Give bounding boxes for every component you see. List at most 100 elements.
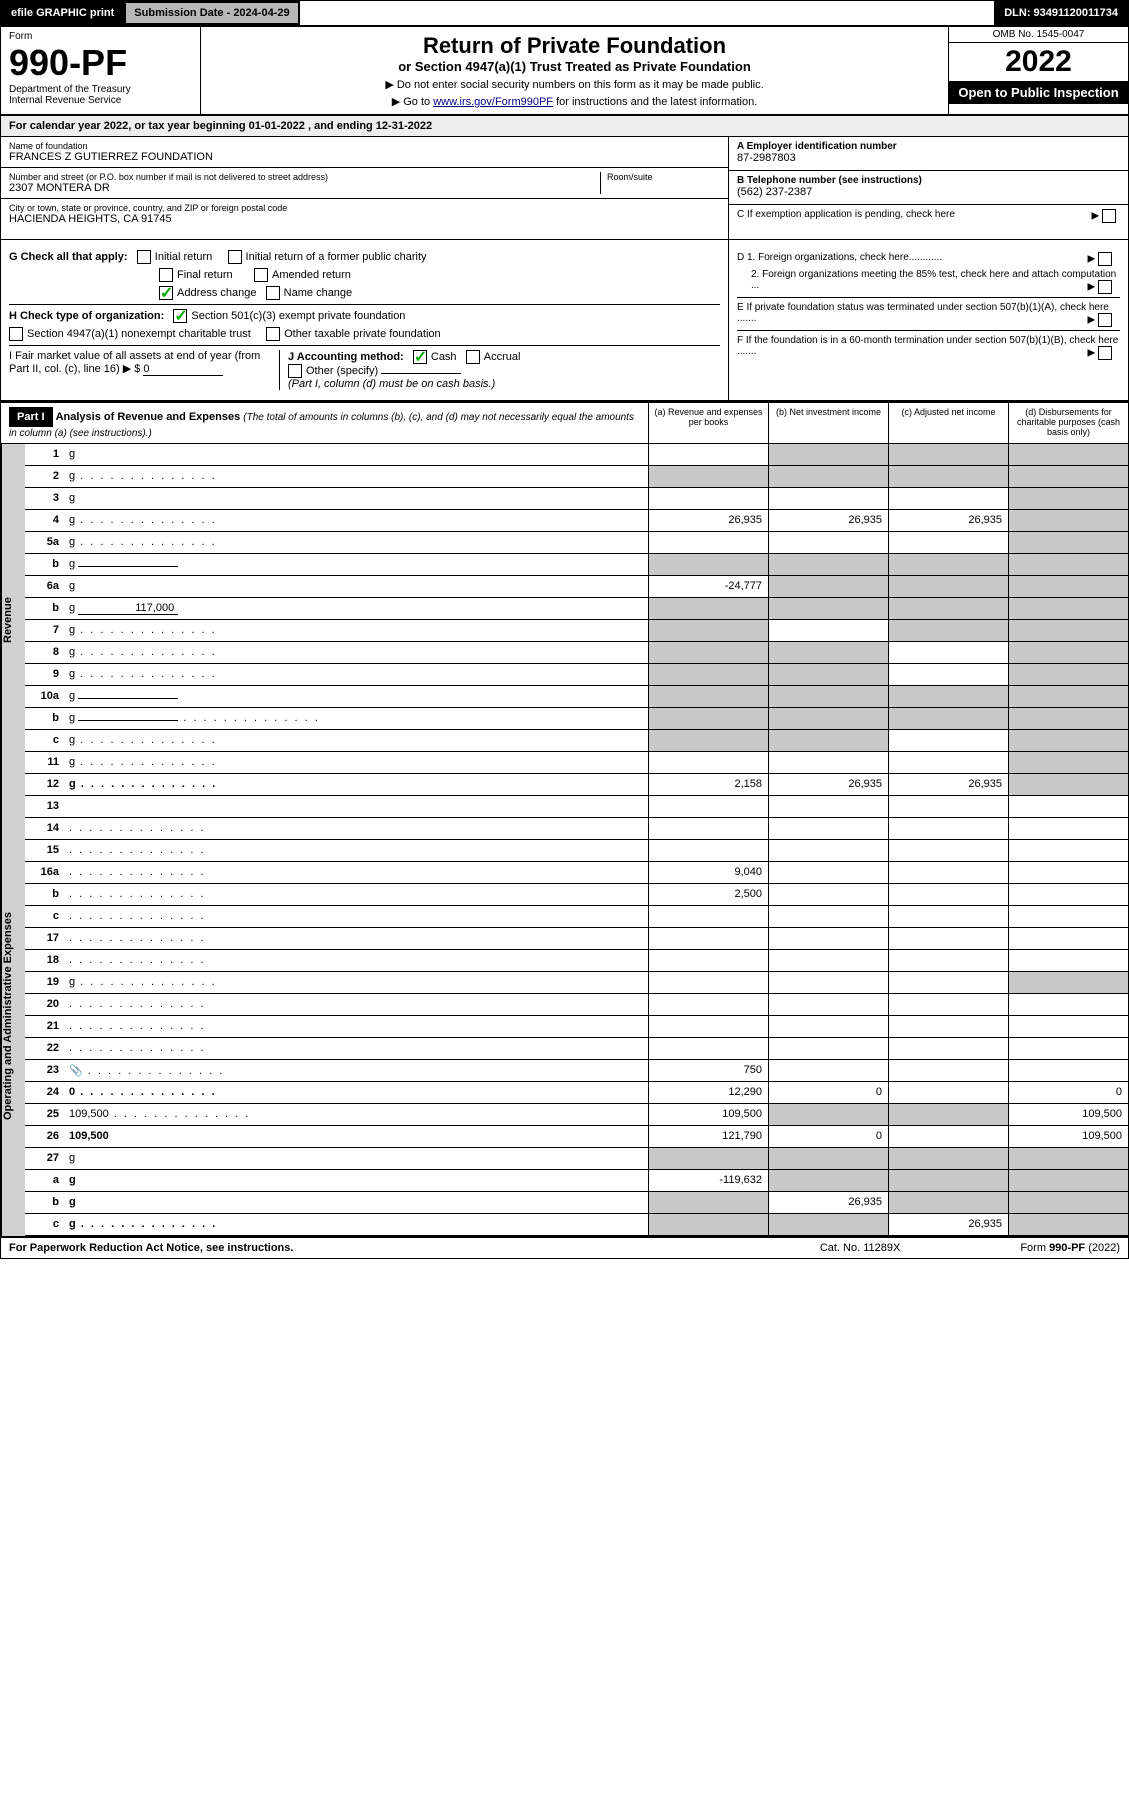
- line-desc: [65, 906, 648, 927]
- cell-a: [648, 906, 768, 927]
- checkbox-addr-change[interactable]: [159, 286, 173, 300]
- checkbox-initial-former[interactable]: [228, 250, 242, 264]
- cell-b: [768, 1060, 888, 1081]
- caret-icon: ▶: [1092, 209, 1120, 223]
- room-label: Room/suite: [607, 172, 720, 182]
- cell-b: [768, 686, 888, 707]
- line-number: 20: [25, 994, 65, 1015]
- checkbox-name-change[interactable]: [266, 286, 280, 300]
- table-row: 18: [25, 950, 1128, 972]
- cell-d: [1008, 884, 1128, 905]
- checkbox-other-method[interactable]: [288, 364, 302, 378]
- cell-b: [768, 1214, 888, 1235]
- checkbox-final[interactable]: [159, 268, 173, 282]
- cell-a: [648, 444, 768, 465]
- cell-b: [768, 884, 888, 905]
- part1-title: Analysis of Revenue and Expenses: [56, 411, 241, 423]
- cell-a: [648, 840, 768, 861]
- cell-d: 109,500: [1008, 1104, 1128, 1125]
- line-number: 25: [25, 1104, 65, 1125]
- cell-b: 0: [768, 1126, 888, 1147]
- line-number: 22: [25, 1038, 65, 1059]
- cell-a: [648, 554, 768, 575]
- checkbox-d1[interactable]: [1098, 252, 1112, 266]
- checkbox-amended[interactable]: [254, 268, 268, 282]
- line-desc: 0: [65, 1082, 648, 1103]
- cell-d: [1008, 928, 1128, 949]
- checkbox-cash[interactable]: [413, 350, 427, 364]
- cell-d: [1008, 444, 1128, 465]
- g-label: G Check all that apply:: [9, 251, 128, 263]
- checkbox-e[interactable]: [1098, 313, 1112, 327]
- line-number: 4: [25, 510, 65, 531]
- cell-b: [768, 972, 888, 993]
- checkbox-f[interactable]: [1098, 346, 1112, 360]
- cell-c: [888, 906, 1008, 927]
- checkbox-d2[interactable]: [1098, 280, 1112, 294]
- cell-a: [648, 642, 768, 663]
- table-row: bg26,935: [25, 1192, 1128, 1214]
- cell-b: [768, 554, 888, 575]
- cell-b: [768, 1016, 888, 1037]
- cell-a: -119,632: [648, 1170, 768, 1191]
- line-desc: g: [65, 642, 648, 663]
- revenue-side-label: Revenue: [1, 444, 25, 796]
- cell-c: [888, 1060, 1008, 1081]
- cell-d: [1008, 1148, 1128, 1169]
- table-row: 9g: [25, 664, 1128, 686]
- line-number: 17: [25, 928, 65, 949]
- h-501c3: Section 501(c)(3) exempt private foundat…: [191, 310, 405, 322]
- instructions-link[interactable]: www.irs.gov/Form990PF: [433, 96, 553, 108]
- cell-c: [888, 730, 1008, 751]
- cell-c: [888, 664, 1008, 685]
- cell-d: [1008, 796, 1128, 817]
- cell-a: 109,500: [648, 1104, 768, 1125]
- cell-d: [1008, 466, 1128, 487]
- table-row: 17: [25, 928, 1128, 950]
- cell-a: 2,500: [648, 884, 768, 905]
- cell-a: [648, 1038, 768, 1059]
- h-label: H Check type of organization:: [9, 310, 164, 322]
- checkbox-other-tax[interactable]: [266, 327, 280, 341]
- cell-a: 9,040: [648, 862, 768, 883]
- attachment-icon[interactable]: 📎: [69, 1065, 83, 1077]
- g-final: Final return: [177, 269, 233, 281]
- col-a-header: (a) Revenue and expenses per books: [648, 403, 768, 443]
- name-label: Name of foundation: [9, 141, 720, 151]
- line-desc: g: [65, 488, 648, 509]
- cell-d: [1008, 620, 1128, 641]
- checkbox-501c3[interactable]: [173, 309, 187, 323]
- cell-c: 26,935: [888, 510, 1008, 531]
- cell-c: [888, 840, 1008, 861]
- cell-a: [648, 598, 768, 619]
- open-public: Open to Public Inspection: [949, 81, 1128, 104]
- cell-d: [1008, 642, 1128, 663]
- cell-b: 0: [768, 1082, 888, 1103]
- checkbox-c[interactable]: [1102, 209, 1116, 223]
- line-number: b: [25, 1192, 65, 1213]
- j-cash: Cash: [431, 351, 457, 363]
- line-desc: g: [65, 1214, 648, 1235]
- cell-c: [888, 554, 1008, 575]
- cell-d: 0: [1008, 1082, 1128, 1103]
- table-row: 12g2,15826,93526,935: [25, 774, 1128, 796]
- line-number: 21: [25, 1016, 65, 1037]
- foundation-name: FRANCES Z GUTIERREZ FOUNDATION: [9, 151, 720, 163]
- checkbox-initial[interactable]: [137, 250, 151, 264]
- cell-c: [888, 796, 1008, 817]
- cell-a: [648, 796, 768, 817]
- line-number: 8: [25, 642, 65, 663]
- omb-number: OMB No. 1545-0047: [949, 27, 1128, 43]
- checkbox-4947[interactable]: [9, 327, 23, 341]
- cell-a: 121,790: [648, 1126, 768, 1147]
- table-row: 15: [25, 840, 1128, 862]
- line-desc: 109,500: [65, 1104, 648, 1125]
- cell-a: [648, 488, 768, 509]
- phone: (562) 237-2387: [737, 186, 1120, 198]
- checkbox-accrual[interactable]: [466, 350, 480, 364]
- line-number: 5a: [25, 532, 65, 553]
- table-row: 10ag: [25, 686, 1128, 708]
- line-desc: g: [65, 686, 648, 707]
- cell-d: [1008, 840, 1128, 861]
- cell-a: [648, 1016, 768, 1037]
